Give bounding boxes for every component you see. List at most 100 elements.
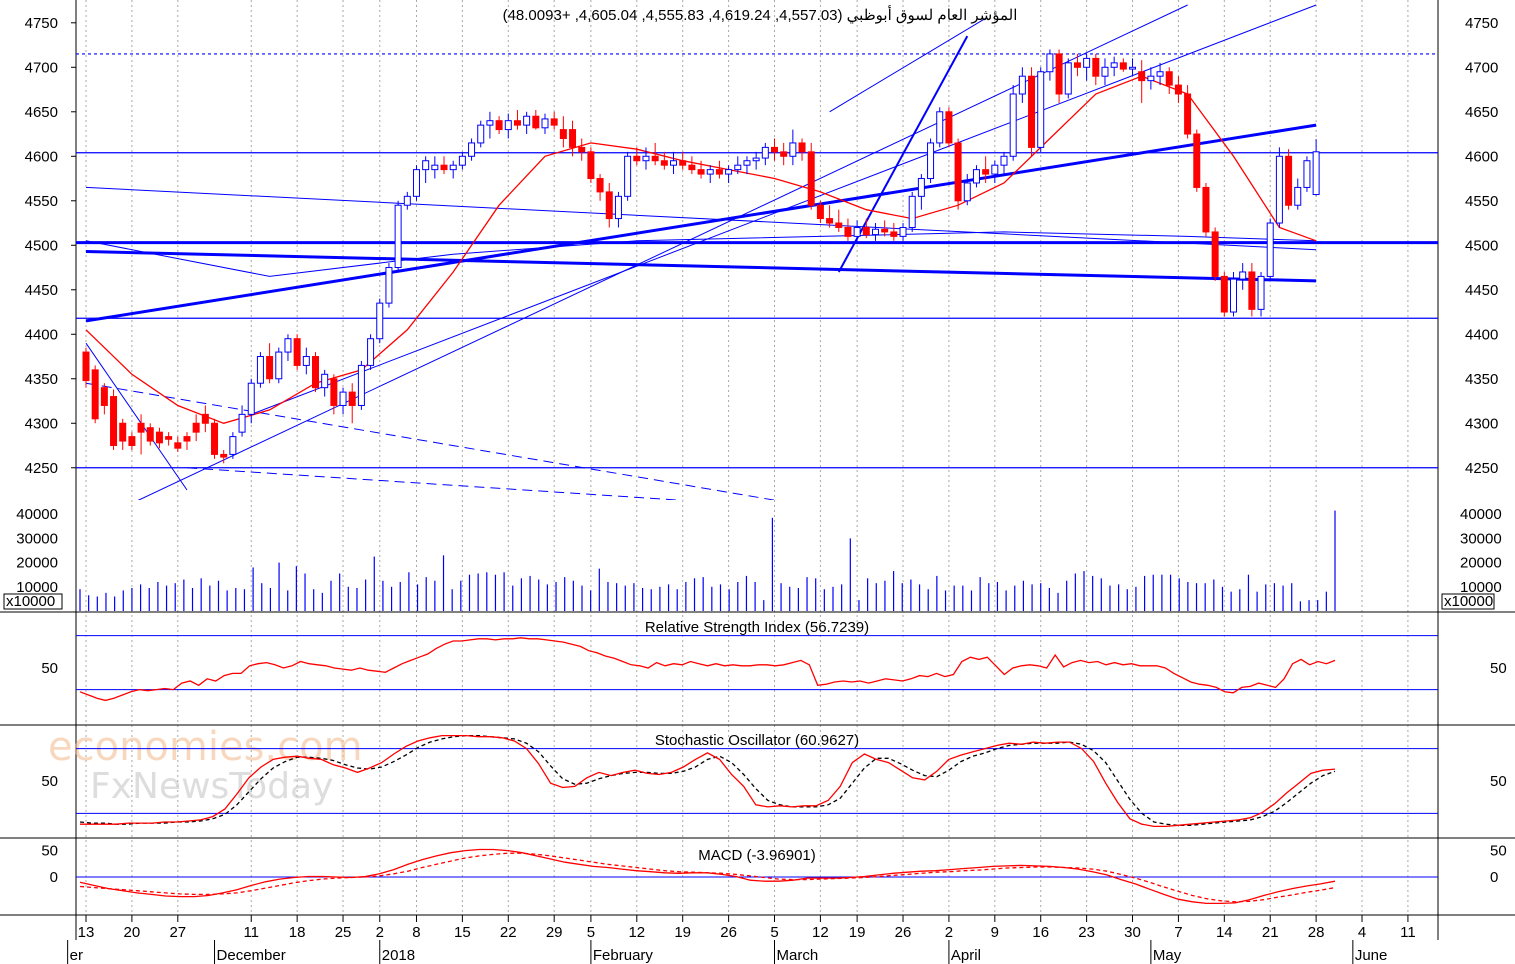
candle-31: [367, 334, 375, 370]
candle-95: [954, 138, 962, 210]
candle-body-35: [403, 195, 411, 206]
candle-75: [771, 138, 778, 161]
trendline-9: [85, 382, 777, 500]
candle-35: [403, 191, 411, 210]
candle-62: [651, 142, 659, 166]
candle-body-8: [155, 431, 163, 444]
candle-body-44: [486, 120, 494, 126]
candle-93: [936, 107, 944, 148]
candle-body-43: [477, 124, 485, 144]
volume-unit-box-left: [3, 593, 63, 610]
panel-frames: [0, 0, 1515, 940]
candle-body-108: [1073, 62, 1081, 68]
candle-body-106: [1055, 53, 1063, 95]
candle-30: [357, 360, 365, 410]
volume-ytick-left-3: 40000: [16, 506, 58, 523]
candle-72: [743, 156, 751, 175]
price-ytick-right-4: 4450: [1465, 282, 1498, 299]
candle-body-96: [963, 182, 971, 202]
candle-body-28: [339, 391, 347, 406]
x-month-label-2: 2018: [382, 947, 415, 964]
price-ytick-left-10: 4750: [25, 15, 58, 32]
candle-79: [807, 142, 815, 210]
candle-body-107: [1064, 62, 1072, 95]
candle-body-19: [256, 356, 264, 384]
candle-15: [220, 449, 228, 464]
candle-body-84: [853, 226, 861, 237]
candle-body-46: [504, 120, 512, 131]
price-ytick-left-3: 4400: [25, 326, 58, 343]
x-day-label-7: 8: [412, 924, 420, 941]
watermark-line1: economies.com: [48, 724, 363, 770]
candle-64: [670, 151, 678, 175]
candle-body-120: [1184, 93, 1192, 135]
candle-body-61: [642, 155, 650, 162]
candle-13: [201, 405, 209, 433]
x-month-label-7: June: [1355, 947, 1388, 964]
candle-107: [1064, 58, 1072, 99]
candle-103: [1028, 67, 1036, 157]
x-day-label-11: 5: [587, 924, 595, 941]
stochastic-k-line: [80, 734, 1336, 828]
candle-83: [844, 218, 852, 241]
candle-58: [614, 191, 622, 228]
candle-55: [587, 147, 595, 183]
candle-122: [1202, 182, 1210, 237]
price-ytick-left-5: 4500: [25, 237, 58, 254]
macd-ytick-right-0: 50: [1490, 843, 1507, 860]
x-day-label-2: 27: [169, 924, 186, 941]
candle-0: [82, 347, 90, 388]
candle-body-91: [917, 178, 925, 197]
candle-body-36: [412, 169, 420, 197]
x-month-label-4: March: [777, 947, 819, 964]
candle-body-17: [238, 413, 246, 433]
candle-body-20: [266, 356, 274, 380]
candle-body-99: [991, 164, 999, 175]
volume-unit-box-right: [1441, 593, 1495, 610]
candle-86: [871, 223, 879, 241]
trendline-10: [186, 467, 685, 500]
candle-body-71: [734, 164, 742, 171]
candle-127: [1248, 263, 1256, 317]
price-ytick-right-7: 4600: [1465, 148, 1498, 165]
candle-body-78: [798, 142, 806, 153]
candle-91: [917, 174, 925, 210]
candle-84: [853, 220, 861, 241]
candle-body-113: [1119, 62, 1127, 70]
candle-74: [761, 142, 769, 166]
price-ytick-left-4: 4450: [25, 282, 58, 299]
candle-body-12: [192, 422, 200, 433]
candle-body-111: [1101, 66, 1109, 77]
candle-body-102: [1018, 75, 1026, 95]
candle-23: [293, 334, 301, 370]
candle-body-69: [715, 169, 723, 175]
candle-body-65: [679, 160, 687, 166]
volume-panel: 10000 10000 20000 20000 30000 30000 40000 40000…: [3, 506, 1502, 611]
candle-body-57: [605, 191, 613, 220]
candle-body-62: [651, 155, 659, 162]
x-day-label-27: 28: [1308, 924, 1325, 941]
candle-body-73: [752, 157, 760, 162]
candle-body-118: [1165, 71, 1173, 86]
volume-ytick-left-2: 30000: [16, 530, 58, 547]
candle-body-109: [1083, 57, 1091, 68]
x-day-label-9: 22: [500, 924, 517, 941]
candle-109: [1083, 53, 1091, 81]
x-day-label-15: 5: [770, 924, 778, 941]
candle-body-116: [1147, 75, 1155, 82]
candle-94: [945, 107, 953, 148]
candle-100: [1000, 151, 1008, 175]
candle-body-133: [1303, 160, 1311, 188]
candle-111: [1101, 58, 1109, 86]
candle-113: [1119, 58, 1127, 72]
candle-133: [1303, 156, 1311, 192]
candle-56: [596, 174, 604, 201]
candle-body-110: [1092, 57, 1100, 77]
candle-121: [1193, 129, 1201, 192]
candle-body-68: [706, 169, 714, 175]
candle-1: [91, 365, 99, 424]
candle-123: [1211, 227, 1219, 281]
x-day-label-16: 12: [812, 924, 829, 941]
macd-title: MACD (-3.96901): [698, 847, 816, 864]
candle-128: [1257, 271, 1265, 317]
